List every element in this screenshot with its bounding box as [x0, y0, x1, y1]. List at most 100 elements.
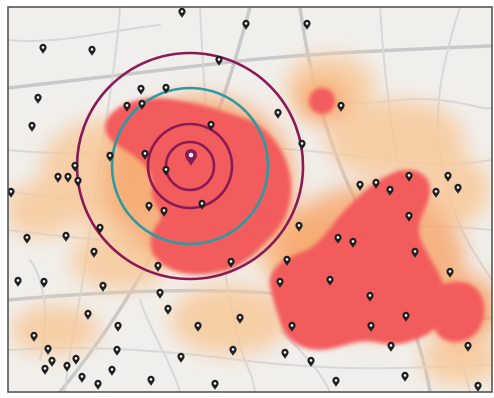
- location-pin-icon[interactable]: [349, 237, 357, 248]
- location-pin-icon[interactable]: [108, 365, 116, 376]
- location-pin-icon[interactable]: [229, 345, 237, 356]
- location-pin-icon[interactable]: [405, 211, 413, 222]
- location-pin-icon[interactable]: [367, 321, 375, 332]
- center-marker[interactable]: [185, 149, 197, 166]
- location-pin-shape: [54, 172, 62, 183]
- location-pin-icon[interactable]: [48, 356, 56, 367]
- location-pin-icon[interactable]: [162, 83, 170, 94]
- location-pin-icon[interactable]: [40, 277, 48, 288]
- location-pin-icon[interactable]: [281, 348, 289, 359]
- location-pin-icon[interactable]: [78, 372, 86, 383]
- location-pin-icon[interactable]: [44, 344, 52, 355]
- location-pin-icon[interactable]: [178, 7, 186, 18]
- location-pin-icon[interactable]: [276, 277, 284, 288]
- location-pin-icon[interactable]: [71, 161, 79, 172]
- location-pin-icon[interactable]: [23, 233, 31, 244]
- location-pin-icon[interactable]: [99, 281, 107, 292]
- location-pin-icon[interactable]: [41, 364, 49, 375]
- location-pin-icon[interactable]: [242, 19, 250, 30]
- location-pin-icon[interactable]: [94, 379, 102, 390]
- location-pin-icon[interactable]: [298, 139, 306, 150]
- location-pin-icon[interactable]: [154, 261, 162, 272]
- location-pin-icon[interactable]: [30, 331, 38, 342]
- location-pin-icon[interactable]: [137, 84, 145, 95]
- location-pin-icon[interactable]: [164, 304, 172, 315]
- location-markers: [7, 7, 482, 392]
- location-pin-icon[interactable]: [147, 375, 155, 386]
- location-pin-icon[interactable]: [34, 93, 42, 104]
- location-pin-icon[interactable]: [114, 321, 122, 332]
- location-pin-icon[interactable]: [211, 379, 219, 390]
- location-pin-icon[interactable]: [387, 341, 395, 352]
- location-pin-icon[interactable]: [454, 183, 462, 194]
- location-pin-shape: [194, 321, 202, 332]
- location-pin-icon[interactable]: [303, 19, 311, 30]
- location-pin-icon[interactable]: [156, 288, 164, 299]
- location-pin-icon[interactable]: [464, 341, 472, 352]
- location-pin-shape: [295, 221, 303, 232]
- location-pin-dot: [339, 104, 343, 107]
- location-pin-icon[interactable]: [162, 165, 170, 176]
- location-pin-icon[interactable]: [63, 361, 71, 372]
- center-pin-icon[interactable]: [185, 149, 197, 166]
- location-pin-icon[interactable]: [74, 176, 82, 187]
- location-pin-icon[interactable]: [432, 187, 440, 198]
- location-pin-icon[interactable]: [274, 108, 282, 119]
- location-pin-icon[interactable]: [307, 356, 315, 367]
- location-pin-icon[interactable]: [227, 257, 235, 268]
- location-pin-icon[interactable]: [14, 276, 22, 287]
- location-pin-icon[interactable]: [405, 171, 413, 182]
- location-pin-icon[interactable]: [236, 313, 244, 324]
- location-pin-icon[interactable]: [295, 221, 303, 232]
- location-pin-icon[interactable]: [72, 354, 80, 365]
- location-pin-icon[interactable]: [334, 233, 342, 244]
- location-pin-icon[interactable]: [64, 172, 72, 183]
- location-pin-icon[interactable]: [7, 187, 15, 198]
- location-pin-shape: [62, 231, 70, 242]
- location-pin-icon[interactable]: [198, 199, 206, 210]
- location-pin-icon[interactable]: [84, 309, 92, 320]
- location-pin-icon[interactable]: [207, 120, 215, 131]
- location-pin-icon[interactable]: [141, 149, 149, 160]
- location-pin-icon[interactable]: [160, 206, 168, 217]
- location-pin-dot: [456, 186, 460, 189]
- location-pin-dot: [80, 375, 84, 378]
- location-pin-icon[interactable]: [123, 101, 131, 112]
- location-pin-icon[interactable]: [326, 275, 334, 286]
- location-pin-icon[interactable]: [106, 151, 114, 162]
- location-pin-icon[interactable]: [402, 311, 410, 322]
- location-pin-icon[interactable]: [446, 267, 454, 278]
- location-pin-shape: [401, 371, 409, 382]
- location-pin-icon[interactable]: [411, 247, 419, 258]
- location-pin-icon[interactable]: [28, 121, 36, 132]
- location-pin-icon[interactable]: [356, 180, 364, 191]
- location-pin-icon[interactable]: [177, 352, 185, 363]
- location-pin-icon[interactable]: [138, 99, 146, 110]
- location-pin-icon[interactable]: [113, 345, 121, 356]
- location-pin-icon[interactable]: [54, 172, 62, 183]
- location-pin-icon[interactable]: [96, 223, 104, 234]
- location-pin-icon[interactable]: [288, 321, 296, 332]
- location-pin-icon[interactable]: [39, 43, 47, 54]
- location-pin-icon[interactable]: [194, 321, 202, 332]
- location-pin-icon[interactable]: [372, 178, 380, 189]
- location-pin-icon[interactable]: [215, 55, 223, 66]
- location-pin-icon[interactable]: [474, 381, 482, 392]
- location-pin-icon[interactable]: [145, 201, 153, 212]
- location-pin-icon[interactable]: [366, 291, 374, 302]
- location-pin-shape: [274, 108, 282, 119]
- location-pin-icon[interactable]: [332, 376, 340, 387]
- location-pin-icon[interactable]: [90, 247, 98, 258]
- location-pin-icon[interactable]: [386, 185, 394, 196]
- location-pin-icon[interactable]: [62, 231, 70, 242]
- location-pin-dot: [164, 86, 168, 89]
- location-pin-icon[interactable]: [88, 45, 96, 56]
- location-pin-icon[interactable]: [337, 101, 345, 112]
- location-pin-icon[interactable]: [444, 171, 452, 182]
- location-pin-dot: [305, 22, 309, 25]
- location-pin-icon[interactable]: [283, 255, 291, 266]
- location-pin-icon[interactable]: [401, 371, 409, 382]
- location-pin-dot: [297, 224, 301, 227]
